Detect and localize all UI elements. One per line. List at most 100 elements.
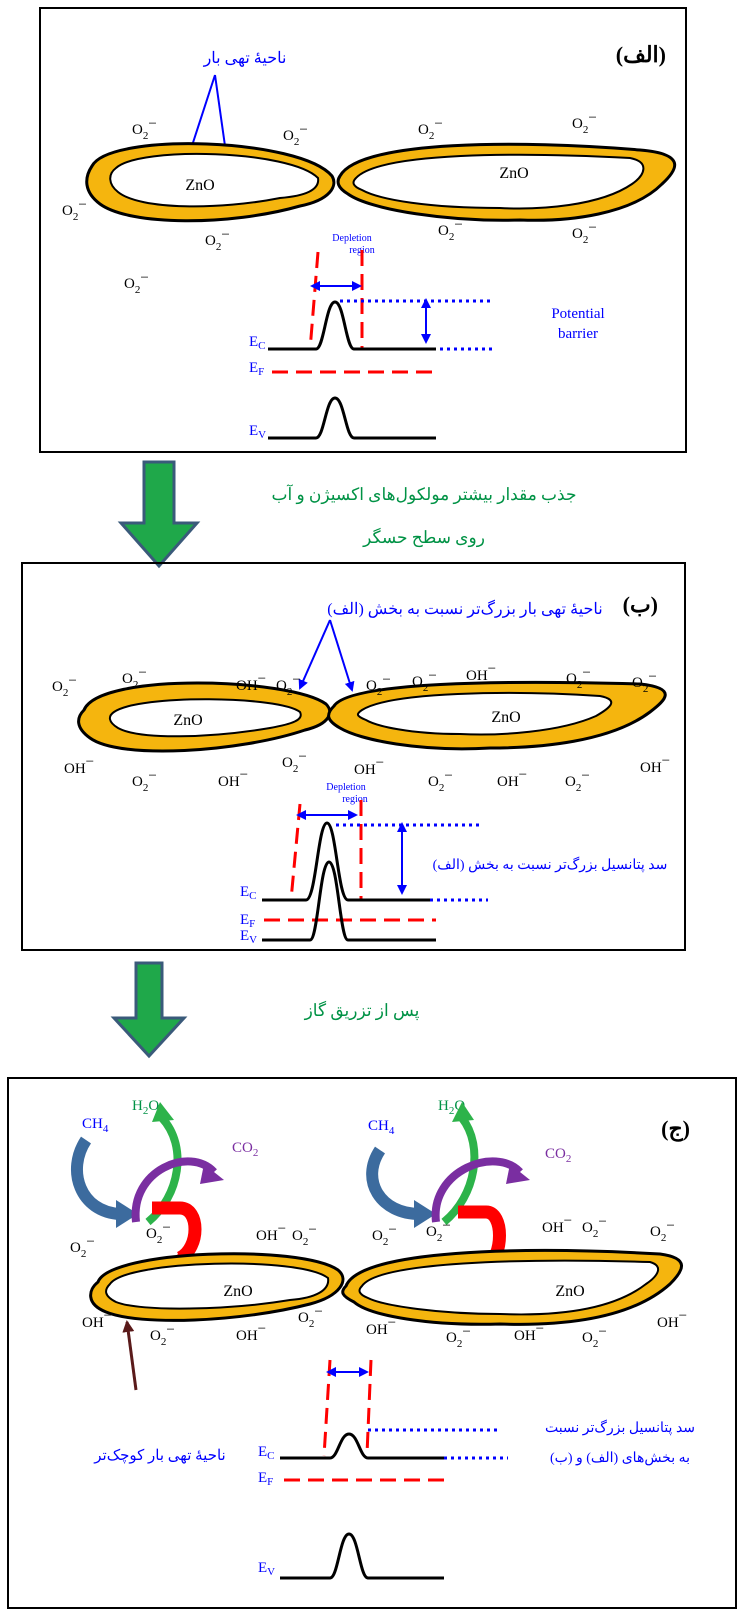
o2-ion: O2− [372, 1222, 397, 1248]
oh-ion: OH− [354, 755, 384, 778]
o2-ion: O2− [582, 1324, 607, 1350]
potential-barrier-label: Potential barrier [551, 306, 604, 342]
ch4-label: CH4 [82, 1116, 109, 1135]
o2-ion: O2− [132, 116, 157, 142]
depletion-label-fa: ناحیهٔ تهی بار [203, 50, 287, 67]
o2-ion: O2− [565, 768, 590, 794]
oh-ion: OH− [657, 1308, 687, 1331]
h2o-arrowhead [152, 1102, 174, 1122]
ef-label: EF [249, 360, 264, 378]
grain-right-core [352, 153, 645, 210]
depletion-region-label-b: Depletion region [326, 782, 367, 805]
electron-release-arrow [152, 1201, 202, 1264]
ch4-arrowhead [414, 1200, 436, 1228]
grain-right-core-b [356, 691, 613, 736]
panel-c-frame [7, 1077, 737, 1609]
o2-ion: O2− [146, 1220, 171, 1246]
valence-band [268, 396, 436, 440]
oh-ion: OH− [236, 671, 266, 694]
zno-label-right-b: ZnO [491, 709, 520, 726]
o2-ion: O2− [205, 227, 230, 253]
transition-1-line2: روی سطح حسگر [362, 527, 485, 548]
grain-left-core-b [108, 698, 302, 738]
ef-label-c: EF [258, 1470, 273, 1488]
o2-ion: O2− [70, 1234, 95, 1260]
oh-ion: OH− [366, 1315, 396, 1338]
pointer-arrow-right [214, 74, 230, 155]
ch4-label: CH4 [368, 1118, 395, 1137]
panel-a-frame [39, 7, 687, 453]
transition-2: پس از تزریق گاز [110, 961, 420, 1059]
o2-ion: O2− [282, 749, 307, 775]
o2-ion: O2− [52, 673, 77, 699]
depletion-boundary-left-c [322, 1359, 332, 1457]
o2-ion: O2− [366, 672, 391, 698]
o2-ion: O2− [566, 665, 591, 691]
o2-ion: O2− [446, 1324, 471, 1350]
panel-a: (الف) ناحیهٔ تهی بار ZnO ZnO O2− O2− O2−… [39, 7, 687, 453]
pointer-arrow-left-b [298, 619, 331, 690]
valence-band-c [280, 1532, 444, 1580]
ec-label: EC [249, 334, 266, 352]
co2-label: CO2 [545, 1146, 571, 1165]
o2-ion: O2− [428, 768, 453, 794]
barrier-label-fa-b: سد پتانسیل بزرگ‌تر نسبت به بخش (الف) [433, 856, 668, 873]
ch4-arrowhead [116, 1200, 138, 1228]
oh-ion: OH− [640, 753, 670, 776]
valence-band-b [262, 860, 436, 942]
oh-ion: OH− [236, 1321, 266, 1344]
oh-ion: OH− [256, 1221, 286, 1244]
zno-label-left-c: ZnO [223, 1283, 252, 1300]
h2o-arrowhead [452, 1102, 474, 1122]
o2-ion: O2− [298, 1304, 323, 1330]
depletion-label-fa-c: ناحیهٔ تهی بار کوچک‌تر [93, 1448, 225, 1464]
co2-arrowhead [506, 1164, 530, 1184]
grain-right-core-c [358, 1259, 660, 1316]
co2-arrowhead [200, 1164, 224, 1184]
o2-ion: O2− [132, 768, 157, 794]
h2o-release-arrow [441, 1115, 479, 1226]
o2-ion: O2− [150, 1322, 175, 1348]
panel-b-frame [21, 562, 686, 951]
o2-ion: O2− [62, 197, 87, 223]
zno-label-left-b: ZnO [173, 712, 202, 729]
panel-c-label: (ج) [661, 1116, 690, 1142]
o2-ion: O2− [276, 672, 301, 698]
o2-ion: O2− [412, 668, 437, 694]
panel-b: (ب) ناحیهٔ تهی بار بزرگ‌تر نسبت به بخش (… [21, 562, 686, 951]
barrier-label-fa-c: سد پتانسیل بزرگ‌تر نسبت به بخش‌های (الف) … [545, 1419, 695, 1466]
depletion-boundary-right-c [365, 1359, 373, 1455]
depletion-boundary-left [308, 251, 320, 351]
o2-ion: O2− [426, 1218, 451, 1244]
o2-ion: O2− [650, 1218, 675, 1244]
grain-left-core [109, 152, 320, 208]
ch4-adsorption-arrow [366, 1146, 421, 1220]
transition-1-line1: جذب مقدار بیشتر مولکول‌های اکسیژن و آب [272, 483, 577, 505]
panel-b-label: (ب) [623, 592, 658, 617]
ev-label: EV [249, 423, 266, 441]
panel-c: (ج) CH4 H2O CO2 2e− CH4 H2O CO2 2e− ZnO … [7, 1077, 737, 1609]
oh-ion: OH− [542, 1213, 572, 1236]
down-arrow-2 [110, 961, 188, 1059]
depletion-label-fa-b: ناحیهٔ تهی بار بزرگ‌تر نسبت به بخش (الف) [327, 599, 602, 618]
transition-2-line1: پس از تزریق گاز [304, 1000, 420, 1021]
o2-ion: O2− [283, 122, 308, 148]
conduction-band-b [262, 821, 430, 902]
o2-ion: O2− [572, 110, 597, 136]
o2-ion: O2− [438, 217, 463, 243]
down-arrow-1 [117, 460, 201, 569]
ev-label-c: EV [258, 1560, 275, 1578]
o2-ion: O2− [418, 116, 443, 142]
oh-ion: OH− [466, 661, 496, 684]
ec-label-c: EC [258, 1444, 275, 1462]
o2-ion: O2− [632, 669, 657, 695]
ec-label-b: EC [240, 884, 257, 902]
ch4-adsorption-arrow [71, 1136, 121, 1220]
zno-label-right: ZnO [499, 165, 528, 182]
depletion-boundary-left-b [289, 803, 302, 901]
zno-label-left: ZnO [185, 177, 214, 194]
oh-ion: OH− [64, 754, 94, 777]
oh-ion: OH− [497, 767, 527, 790]
